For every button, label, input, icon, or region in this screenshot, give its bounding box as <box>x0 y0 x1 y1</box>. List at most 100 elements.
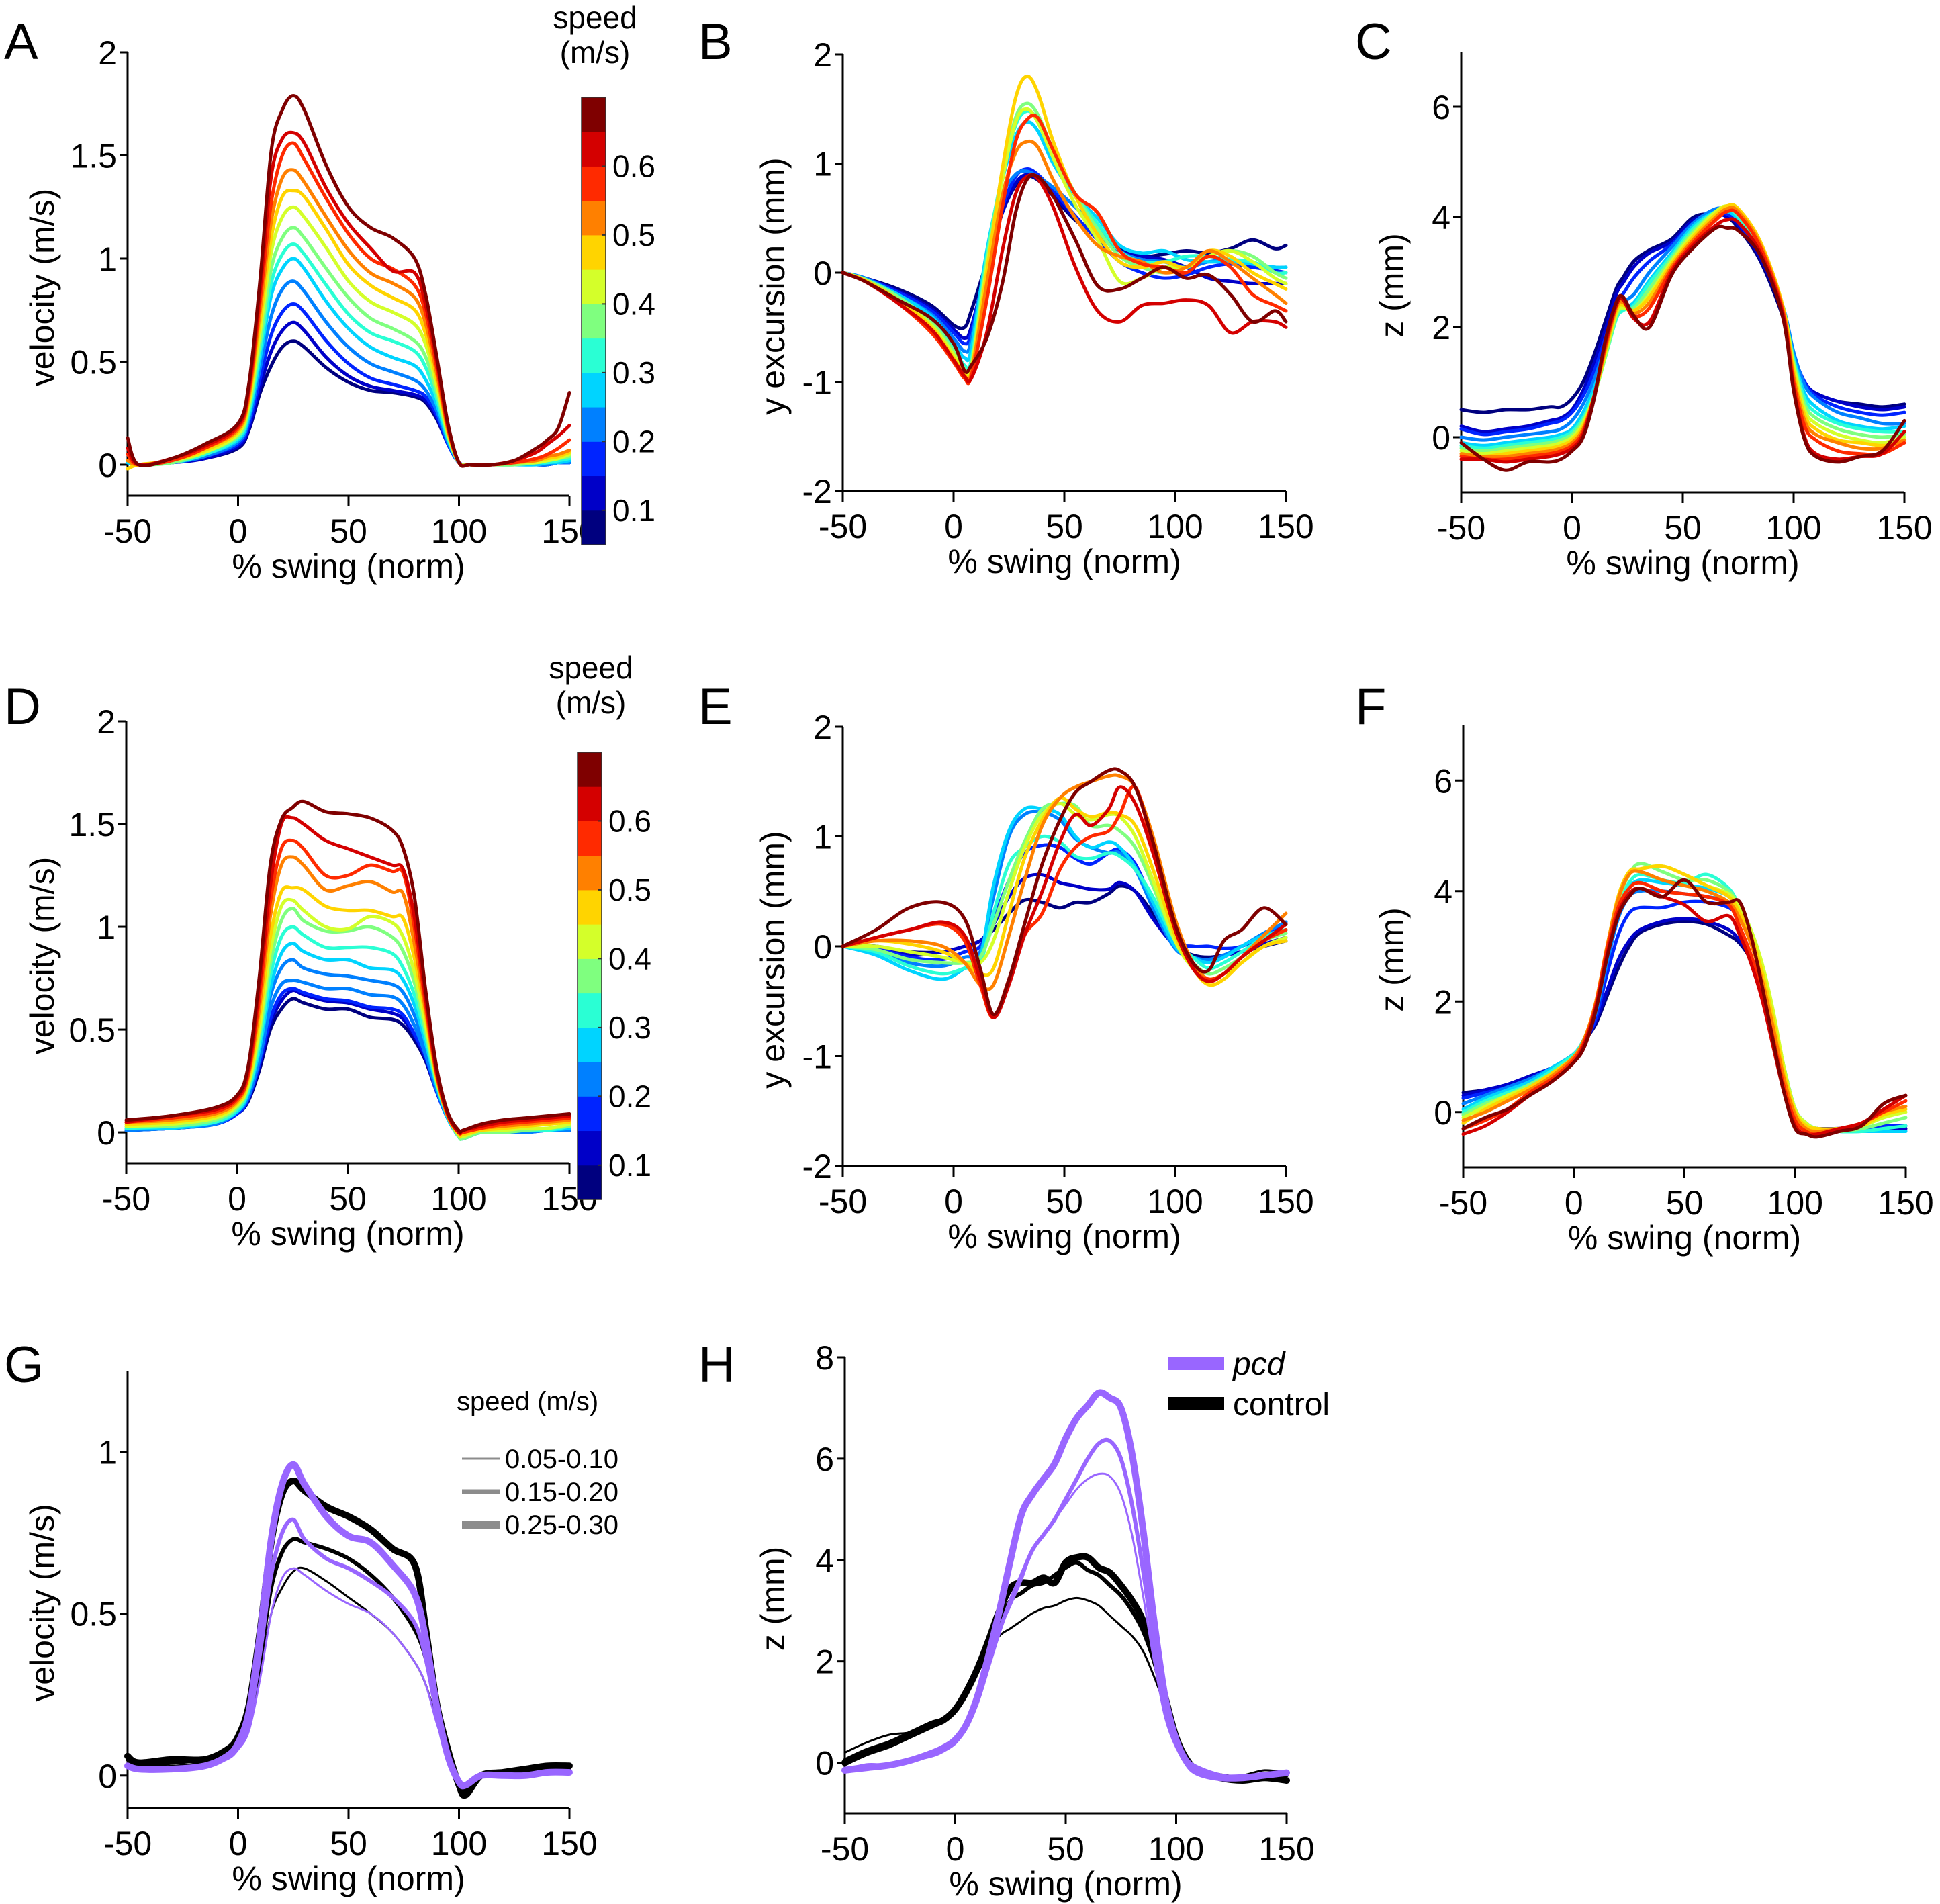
x-tick-label: 50 <box>1046 508 1083 545</box>
panel-label: D <box>4 678 41 735</box>
y-axis-label: z (mm) <box>1373 233 1411 338</box>
y-tick-label: 0.5 <box>68 1011 116 1049</box>
panel-label: E <box>698 678 733 735</box>
colorbar-tick-label: 0.3 <box>608 1010 651 1045</box>
colorbar-tick-label: 0.4 <box>612 286 655 321</box>
x-axis-label: % swing (norm) <box>948 1218 1181 1255</box>
x-tick-label: 0 <box>229 1825 248 1862</box>
colorbar-tick-label: 0.6 <box>612 148 655 183</box>
colorbar-band <box>578 1165 602 1200</box>
legend-label: pcd <box>1232 1347 1286 1382</box>
legend-g: speed (m/s) 0.05-0.10 0.15-0.20 0.25-0.30 <box>457 1387 618 1540</box>
y-tick-label: 1 <box>98 1434 117 1471</box>
series-line-0.55 <box>841 784 1288 1019</box>
colorbar-title: speed <box>549 650 633 685</box>
y-tick-label: 0 <box>813 255 832 292</box>
y-tick-label: 2 <box>1434 983 1452 1021</box>
y-tick-label: 8 <box>815 1339 834 1377</box>
panel-label: H <box>698 1336 735 1394</box>
x-tick-label: 50 <box>330 512 367 550</box>
x-tick-label: 0 <box>946 1830 965 1868</box>
colorbar-band <box>582 269 606 304</box>
colorbar-band <box>582 200 606 236</box>
x-tick-label: 0 <box>1563 509 1581 547</box>
series-line-0.30 <box>126 242 571 467</box>
series-line-0.40 <box>841 107 1288 379</box>
y-tick-label: 0 <box>815 1745 834 1782</box>
colorbar-band <box>582 234 606 270</box>
y-axis-label: velocity (m/s) <box>24 189 61 386</box>
y-tick-label: 2 <box>1432 309 1450 347</box>
x-tick-label: 100 <box>1147 1183 1203 1220</box>
colorbar-title: speed <box>553 0 637 35</box>
panel-label: B <box>698 13 733 71</box>
colorbar-a: 0.1 0.2 0.3 0.4 0.5 0.6 speed(m/s) <box>553 0 655 545</box>
y-tick-label: -1 <box>802 1038 832 1076</box>
x-tick-label: 100 <box>1765 509 1821 547</box>
y-tick-label: 0 <box>98 447 117 484</box>
series-line-0.30 <box>124 942 571 1141</box>
panel-label: G <box>4 1336 44 1394</box>
series-line-0.50 <box>124 885 571 1138</box>
x-tick-label: 150 <box>1258 508 1313 545</box>
x-tick-label: 100 <box>1148 1830 1204 1868</box>
series-line-pcd-pcd-0.25-0.30 <box>124 1461 573 1790</box>
y-tick-label: 0 <box>98 1758 117 1795</box>
x-tick-label: 150 <box>1258 1830 1314 1868</box>
colorbar-band <box>582 166 606 201</box>
panel-f: F -50 0 50 100 150 0 2 4 6 % swing (norm) z (mm) <box>1355 678 1934 1257</box>
x-tick-label: -50 <box>103 512 152 550</box>
y-axis-label: velocity (m/s) <box>24 1504 61 1701</box>
colorbar-band <box>582 132 606 167</box>
series-line-0.50 <box>126 168 571 468</box>
y-tick-label: -2 <box>802 473 832 510</box>
x-tick-label: 50 <box>329 1180 367 1218</box>
y-tick-label: 4 <box>1434 873 1452 911</box>
x-axis-label: % swing (norm) <box>949 1865 1182 1903</box>
x-tick-label: 0 <box>229 512 248 550</box>
series-line-0.15 <box>1459 209 1906 437</box>
series-line-0.60 <box>841 173 1288 384</box>
y-tick-label: 0 <box>1434 1094 1452 1132</box>
legend-h: pcd control <box>1168 1347 1330 1422</box>
colorbar-band <box>578 958 602 994</box>
x-axis-label: % swing (norm) <box>232 547 465 585</box>
colorbar-band <box>578 1062 602 1097</box>
y-tick-label: 2 <box>97 703 116 741</box>
colorbar-frame <box>577 752 602 1200</box>
x-tick-label: -50 <box>821 1830 869 1868</box>
x-tick-label: 50 <box>1046 1183 1083 1220</box>
x-axis-label: % swing (norm) <box>948 543 1181 580</box>
colorbar-tick-label: 0.5 <box>608 872 651 907</box>
series-line-0.55 <box>124 855 571 1136</box>
y-tick-label: 1.5 <box>68 806 116 844</box>
panel-label: F <box>1355 678 1386 735</box>
series-line-0.30 <box>1459 206 1906 450</box>
colorbar-band <box>578 1096 602 1132</box>
y-axis-label: z (mm) <box>754 1547 792 1651</box>
colorbar-tick-label: 0.1 <box>608 1148 651 1183</box>
colorbar-title-unit: (m/s) <box>556 685 627 720</box>
colorbar-band <box>582 441 606 477</box>
colorbar-band <box>578 821 602 856</box>
y-tick-label: 1 <box>813 146 832 183</box>
series-line-0.05-0.10 <box>126 339 571 467</box>
y-tick-label: 2 <box>98 34 117 72</box>
series-line-0.65 <box>841 767 1288 1016</box>
colorbar-tick-label: 0.2 <box>612 424 655 459</box>
colorbar-band <box>578 1130 602 1166</box>
colorbar-tick-label: 0.2 <box>608 1079 651 1114</box>
x-tick-label: 50 <box>330 1825 367 1862</box>
colorbar-band <box>582 475 606 511</box>
series-line-0.55 <box>1459 208 1906 461</box>
x-axis-label: % swing (norm) <box>232 1860 465 1897</box>
x-axis-label: % swing (norm) <box>1566 544 1799 582</box>
series-line-0.65 <box>1461 878 1908 1139</box>
y-tick-label: 0 <box>1432 419 1450 457</box>
x-tick-label: 50 <box>1047 1830 1084 1868</box>
y-tick-label: 4 <box>1432 199 1450 236</box>
colorbar-band <box>578 1027 602 1062</box>
colorbar-band <box>582 338 606 373</box>
series-line-0.55 <box>841 113 1288 386</box>
